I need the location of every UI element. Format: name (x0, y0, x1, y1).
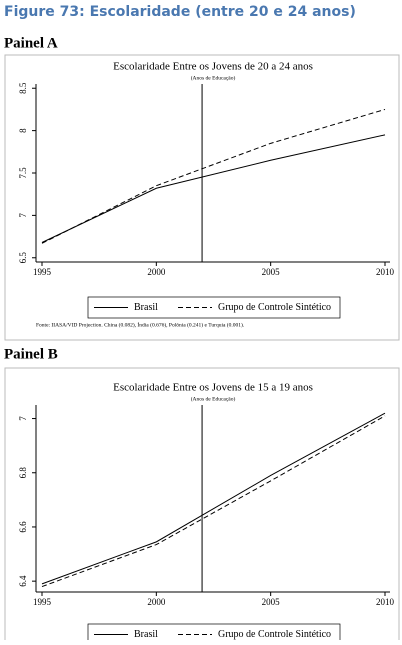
x-tick-label: 2000 (147, 267, 166, 277)
y-tick-label: 7.5 (18, 167, 28, 179)
x-tick-label: 1995 (33, 597, 52, 607)
series-line (41, 412, 386, 585)
chart-title: Escolaridade Entre os Jovens de 20 a 24 … (113, 61, 313, 73)
y-tick-label: 6.8 (18, 467, 28, 479)
legend-label: Brasil (134, 302, 158, 313)
y-tick-label: 6.5 (18, 252, 28, 264)
legend-box (87, 296, 341, 319)
y-tick-label: 8.5 (18, 82, 28, 94)
x-tick-label: 2010 (376, 597, 395, 607)
panel-label: Painel B (4, 346, 58, 362)
panel-frame (4, 54, 400, 341)
y-tick-label: 7 (18, 416, 28, 421)
legend-label: Grupo de Controle Sintético (218, 629, 331, 640)
legend-label: Grupo de Controle Sintético (218, 302, 331, 313)
x-tick-label: 2010 (376, 267, 395, 277)
source-note: Fonte: IIASA/VID Projection. China (0.08… (36, 320, 245, 328)
y-tick-label: 6.4 (18, 575, 28, 587)
x-tick-label: 1995 (33, 267, 52, 277)
panel-frame (4, 367, 400, 645)
x-tick-label: 2005 (262, 597, 281, 607)
chart-subtitle: (Anos de Educação) (191, 74, 236, 81)
series-line (41, 415, 386, 588)
chart-subtitle: (Anos de Educação) (191, 395, 236, 402)
figure-title: Figure 73: Escolaridade (entre 20 e 24 a… (4, 4, 356, 20)
series-line (41, 134, 386, 243)
x-tick-label: 2000 (147, 597, 166, 607)
series-line (41, 108, 386, 244)
chart-title: Escolaridade Entre os Jovens de 15 a 19 … (113, 382, 313, 394)
panel-label: Painel A (4, 35, 58, 51)
y-tick-label: 8 (18, 128, 28, 133)
y-tick-label: 7 (18, 213, 28, 218)
legend-label: Brasil (134, 629, 158, 640)
x-tick-label: 2005 (262, 267, 281, 277)
y-tick-label: 6.6 (18, 521, 28, 533)
legend-box (87, 623, 341, 645)
